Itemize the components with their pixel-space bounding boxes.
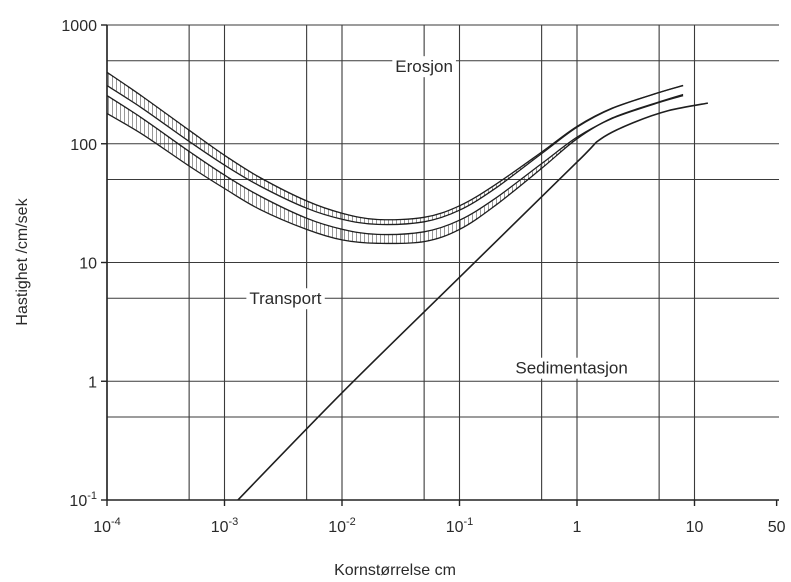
x-tick-exponent: -3 [229, 516, 239, 528]
y-tick-base: 10 [79, 256, 97, 273]
y-tick-base: 10 [69, 493, 87, 510]
y-tick-base: 1 [88, 374, 97, 391]
region-label-transport: Transport [249, 289, 321, 308]
region-label-sedimentasjon: Sedimentasjon [515, 359, 627, 378]
erosion-band [107, 72, 684, 244]
x-tick-label: 10-1 [446, 516, 474, 536]
y-tick-exponent: -1 [87, 490, 97, 502]
sedimentation-curve [237, 102, 709, 501]
region-label-backing [246, 288, 325, 310]
x-tick-label: 10-4 [93, 516, 121, 536]
x-tick-exponent: -1 [464, 516, 474, 528]
y-tick-label: 100 [70, 137, 97, 154]
x-tick-label: 10-3 [211, 516, 239, 536]
y-tick-label: 10-1 [69, 490, 97, 510]
erosion-curve-lower [106, 93, 684, 245]
y-tick-label: 1 [88, 374, 97, 391]
x-tick-base: 1 [573, 519, 582, 536]
erosion-curve-inner-upper [106, 84, 684, 226]
region-label-backing [512, 357, 631, 379]
erosion-curve-upper [106, 71, 684, 221]
erosion-band-upper-hatch [107, 72, 684, 225]
x-tick-base: 50 [768, 519, 786, 536]
y-axis-title: Hastighet /cm/sek [14, 197, 31, 325]
x-tick-base: 10 [93, 519, 111, 536]
region-labels: Erosjon Transport Sedimentasjon [246, 56, 631, 379]
x-tick-label: 10 [686, 519, 704, 536]
y-tick-base: 100 [70, 137, 97, 154]
grid [106, 24, 779, 500]
x-tick-label: 10-2 [328, 516, 356, 536]
x-tick-base: 10 [328, 519, 346, 536]
curves [106, 71, 709, 501]
y-tick-label: 10 [79, 256, 97, 273]
region-label-erosjon: Erosjon [395, 57, 453, 76]
y-tick-label: 1000 [61, 18, 97, 35]
x-tick-base: 10 [686, 519, 704, 536]
x-tick-exponent: -2 [346, 516, 356, 528]
x-axis-title: Kornstørrelse cm [334, 562, 456, 579]
x-tick-base: 10 [211, 519, 229, 536]
x-tick-exponent: -4 [111, 516, 121, 528]
y-tick-base: 1000 [61, 18, 97, 35]
x-tick-base: 10 [446, 519, 464, 536]
region-label-backing [392, 56, 456, 78]
x-tick-label: 1 [573, 519, 582, 536]
x-tick-label: 50 [768, 519, 786, 536]
